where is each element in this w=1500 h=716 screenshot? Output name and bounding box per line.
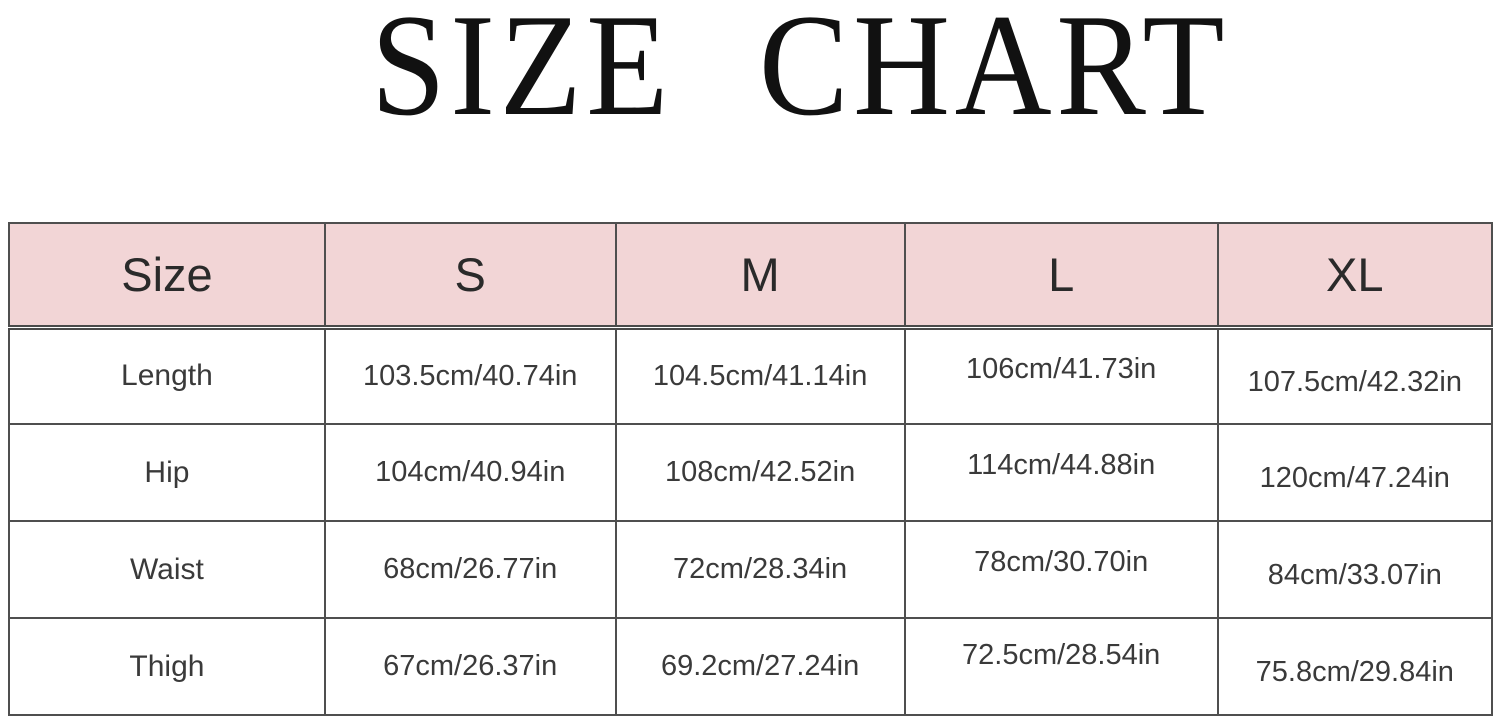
cell-value: 75.8cm/29.84in — [1216, 617, 1494, 716]
cell-value: 68cm/26.77in — [323, 520, 617, 619]
cell-value: 120cm/47.24in — [1216, 423, 1494, 522]
row-label: Length — [8, 326, 326, 425]
measure-value: 84cm/33.07in — [1267, 559, 1442, 591]
measure-value: 114cm/44.88in — [967, 449, 1156, 481]
measure-value: 68cm/26.77in — [383, 553, 558, 585]
cell-value: 107.5cm/42.32in — [1216, 326, 1494, 425]
measure-value: 104cm/40.94in — [375, 456, 566, 488]
measure-name: Thigh — [129, 649, 205, 683]
measure-value: 104.5cm/41.14in — [652, 359, 868, 392]
measure-value: 67cm/26.37in — [383, 650, 558, 682]
table-row-hip: Hip 104cm/40.94in 108cm/42.52in 114cm/44… — [8, 423, 1494, 522]
measure-value: 103.5cm/40.74in — [362, 359, 578, 392]
measure-value: 106cm/41.73in — [966, 352, 1157, 385]
cell-value: 72cm/28.34in — [614, 520, 906, 619]
column-header-size: Size — [8, 222, 326, 330]
page-title: SIZE CHART — [370, 0, 1230, 146]
table-row-waist: Waist 68cm/26.77in 72cm/28.34in 78cm/30.… — [8, 520, 1494, 619]
measure-value: 78cm/30.70in — [974, 546, 1149, 578]
cell-value: 69.2cm/27.24in — [614, 617, 906, 716]
cell-value: 104cm/40.94in — [323, 423, 617, 522]
measure-value: 75.8cm/29.84in — [1255, 656, 1454, 688]
row-label: Waist — [8, 520, 326, 619]
column-header-s: S — [323, 222, 617, 330]
column-header-m: M — [614, 222, 906, 330]
measure-value: 72cm/28.34in — [673, 553, 848, 585]
size-chart-table: Size S M L XL Length 103.5cm/40.74in 104… — [8, 222, 1494, 716]
cell-value: 72.5cm/28.54in — [903, 617, 1219, 716]
measure-name: Waist — [129, 552, 204, 586]
measure-value: 107.5cm/42.32in — [1247, 365, 1463, 398]
cell-value: 104.5cm/41.14in — [614, 326, 906, 425]
cell-value: 106cm/41.73in — [903, 326, 1219, 425]
measure-name: Hip — [144, 455, 190, 489]
cell-value: 114cm/44.88in — [903, 423, 1219, 522]
table-row-thigh: Thigh 67cm/26.37in 69.2cm/27.24in 72.5cm… — [8, 617, 1494, 716]
cell-value: 103.5cm/40.74in — [323, 326, 617, 425]
column-header-l: L — [903, 222, 1219, 330]
row-label: Thigh — [8, 617, 326, 716]
cell-value: 67cm/26.37in — [323, 617, 617, 716]
table-row-length: Length 103.5cm/40.74in 104.5cm/41.14in 1… — [8, 326, 1494, 425]
row-label: Hip — [8, 423, 326, 522]
measure-name: Length — [121, 359, 213, 393]
measure-value: 72.5cm/28.54in — [962, 639, 1161, 671]
cell-value: 108cm/42.52in — [614, 423, 906, 522]
cell-value: 78cm/30.70in — [903, 520, 1219, 619]
header-row: Size S M L XL — [8, 222, 1494, 330]
cell-value: 84cm/33.07in — [1216, 520, 1494, 619]
measure-value: 120cm/47.24in — [1259, 462, 1450, 494]
measure-value: 69.2cm/27.24in — [660, 650, 860, 682]
measure-value: 108cm/42.52in — [664, 456, 856, 488]
column-header-xl: XL — [1216, 222, 1494, 330]
